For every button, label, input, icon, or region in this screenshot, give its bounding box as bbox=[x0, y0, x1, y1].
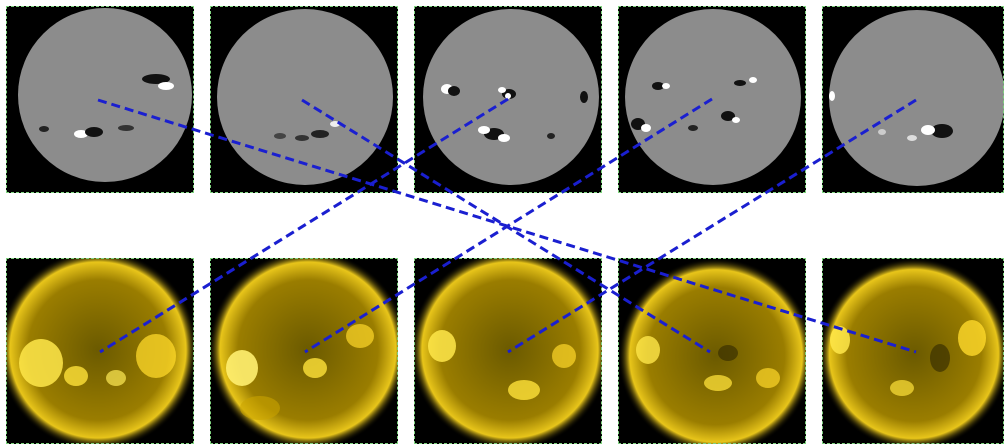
magnetogram-panel-5 bbox=[822, 6, 1004, 193]
euv-image-1 bbox=[6, 258, 194, 444]
euv-image-3 bbox=[414, 258, 602, 444]
euv-panel-2 bbox=[210, 258, 398, 444]
magnetogram-panel-1 bbox=[6, 6, 194, 193]
euv-image-5 bbox=[822, 258, 1004, 444]
magnetogram-panel-2 bbox=[210, 6, 398, 193]
magnetogram-image-2 bbox=[217, 9, 393, 185]
magnetogram-panel-3 bbox=[414, 6, 602, 193]
euv-panel-3 bbox=[414, 258, 602, 444]
euv-panel-1 bbox=[6, 258, 194, 444]
euv-image-4 bbox=[618, 258, 806, 444]
magnetogram-image-5 bbox=[829, 10, 1004, 186]
magnetogram-panel-4 bbox=[618, 6, 806, 193]
euv-panel-5 bbox=[822, 258, 1004, 444]
euv-image-2 bbox=[210, 258, 398, 444]
euv-panel-4 bbox=[618, 258, 806, 444]
magnetogram-image-4 bbox=[625, 9, 801, 185]
magnetogram-image-1 bbox=[18, 8, 192, 182]
magnetogram-image-3 bbox=[423, 9, 599, 185]
